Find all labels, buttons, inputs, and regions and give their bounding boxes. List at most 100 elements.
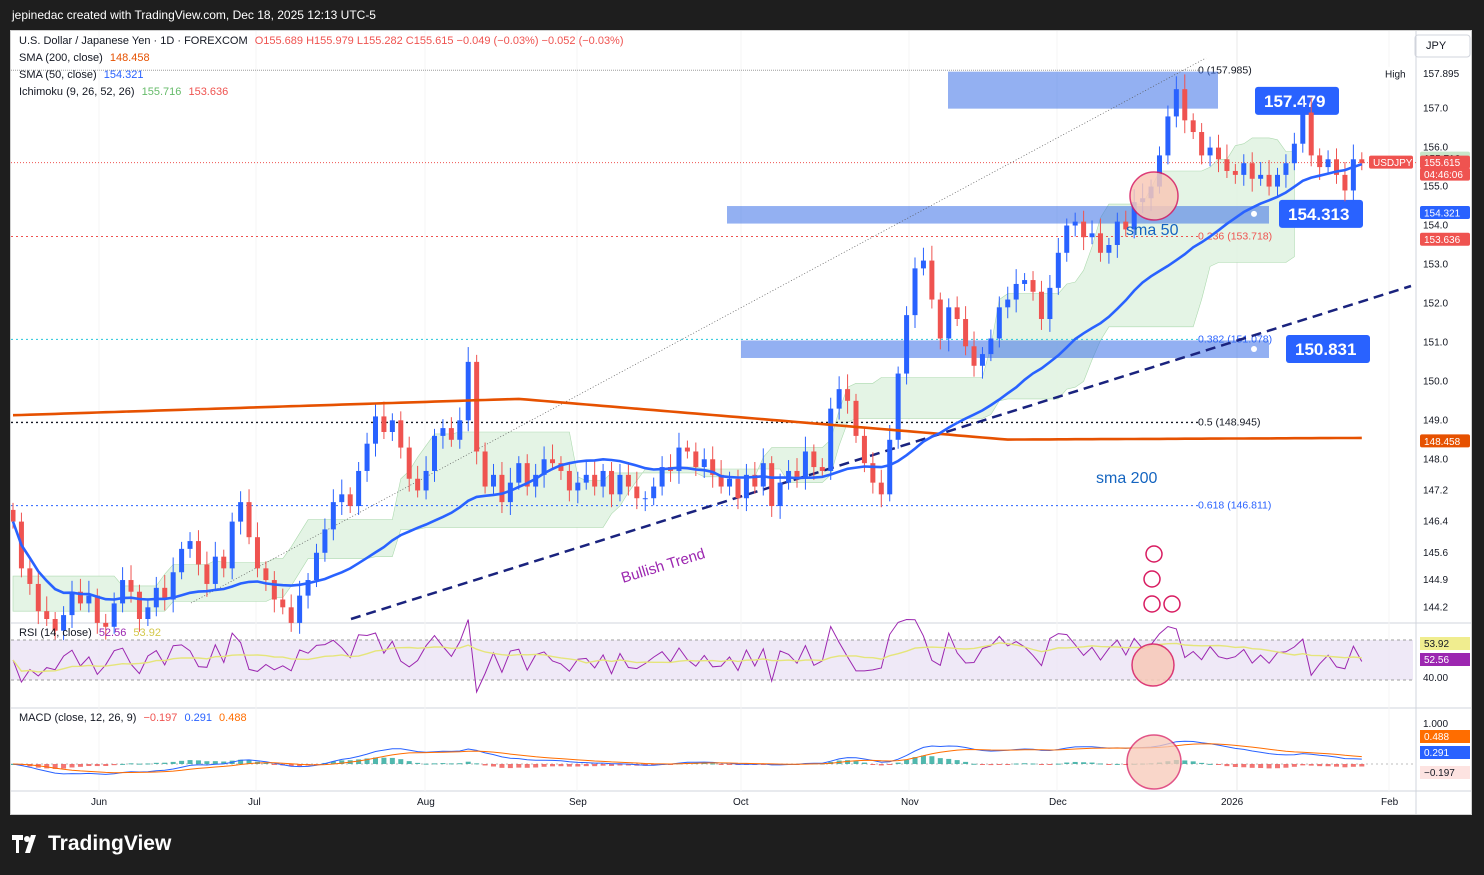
bullish-trendline <box>350 284 1412 621</box>
price-tag-label: USDJPY <box>1373 158 1413 169</box>
macd-hist-bar <box>979 764 985 765</box>
y-tick-label: 153.0 <box>1423 259 1448 270</box>
candle <box>1038 280 1044 330</box>
y-tick-label: 157.895 <box>1423 69 1460 80</box>
candle-body <box>651 486 657 499</box>
macd-hist-bar <box>339 760 345 764</box>
macd-hist-bar <box>204 761 210 764</box>
macd-hist-bar <box>701 763 707 765</box>
candle <box>861 426 867 473</box>
candle <box>1030 271 1036 301</box>
macd-hist-bar <box>1350 764 1356 767</box>
rsi-ma-tag-label: 53.92 <box>1424 639 1449 650</box>
bullish-trend-label: Bullish Trend <box>619 545 707 587</box>
macd-hist-bar <box>727 764 733 765</box>
macd-hist-bar <box>297 764 303 767</box>
x-tick-label: Oct <box>733 797 749 808</box>
candle-body <box>465 361 471 421</box>
candle-body <box>659 467 665 487</box>
candle <box>828 397 834 480</box>
macd-hist-bar <box>1317 764 1323 767</box>
macd-hist-bar <box>1097 763 1103 765</box>
candle <box>802 436 808 490</box>
candle-body <box>415 478 421 491</box>
candle <box>212 541 218 591</box>
candle <box>145 598 151 627</box>
zone-price-label: 150.831 <box>1295 340 1356 359</box>
candle <box>811 444 817 480</box>
candle-body <box>457 420 463 440</box>
candle-body <box>347 494 353 507</box>
candle <box>465 347 471 432</box>
candle-body <box>946 307 952 339</box>
candle <box>878 469 884 508</box>
candle <box>1055 237 1061 295</box>
macd-hist-bar <box>870 764 876 765</box>
zone-price-box <box>1286 335 1370 364</box>
legend-ichimoku[interactable]: Ichimoku (9, 26, 52, 26) 155.716 153.636 <box>19 86 232 98</box>
candle-body <box>541 459 547 475</box>
legend-sma50[interactable]: SMA (50, close) 154.321 <box>19 69 147 81</box>
candle-body <box>1342 174 1348 191</box>
candle-body <box>878 482 884 495</box>
macd-hist-bar <box>1266 764 1272 769</box>
candle-body <box>600 470 606 487</box>
price-tag-label: High <box>1385 69 1406 80</box>
candle <box>27 557 33 595</box>
macd-hist-bar <box>617 764 623 766</box>
candle <box>406 436 412 492</box>
macd-hist-bar <box>507 764 513 769</box>
candle <box>288 594 294 632</box>
candle-body <box>69 591 75 616</box>
legend-macd[interactable]: MACD (close, 12, 26, 9) −0.197 0.291 0.4… <box>19 712 251 724</box>
legend-title[interactable]: U.S. Dollar / Japanese Yen · 1D · FOREXC… <box>19 35 248 47</box>
candle <box>280 588 286 615</box>
macd-hist-bar <box>389 757 395 764</box>
candle <box>1325 150 1331 175</box>
macd-hist-bar <box>448 763 454 765</box>
candle <box>954 296 960 327</box>
candle <box>845 374 851 414</box>
macd-hist-bar <box>372 757 378 764</box>
macd-hist-bar <box>566 764 572 767</box>
candle-body <box>1334 159 1340 175</box>
candle-body <box>221 556 227 569</box>
candle <box>1022 273 1028 291</box>
candle-body <box>1123 221 1129 230</box>
candle-body <box>583 474 589 483</box>
candle-body <box>229 521 235 569</box>
macd-hist-bar <box>398 759 404 764</box>
candle-body <box>988 338 994 355</box>
macd-hist-bar <box>1072 761 1078 764</box>
legend-sma200[interactable]: SMA (200, close) 148.458 <box>19 52 154 64</box>
chart-canvas[interactable]: 144.2 144.9 145.6 146.4 147.2 148.0 149.0 150.0… <box>11 31 1471 814</box>
candle-body <box>634 486 640 499</box>
macd-hist-bar <box>381 757 387 764</box>
macd-hist-bar <box>86 764 92 767</box>
macd-hist-bar <box>1283 764 1289 768</box>
chart-frame[interactable]: 144.2 144.9 145.6 146.4 147.2 148.0 149.0 150.0… <box>10 30 1472 815</box>
candle <box>836 376 842 420</box>
candle-body <box>777 482 783 507</box>
macd-hist-bar <box>77 764 83 767</box>
legend-rsi[interactable]: RSI (14, close) 52.56 53.92 <box>19 627 165 639</box>
candle <box>1300 99 1306 153</box>
candle-body <box>1005 299 1011 308</box>
candle-body <box>845 389 851 401</box>
candle-body <box>313 552 319 581</box>
candle-body <box>499 474 505 503</box>
macd-hist-bar <box>651 764 657 766</box>
candle <box>61 606 67 642</box>
candle-body <box>52 619 58 631</box>
macd-hist-bar <box>221 761 227 764</box>
price-tag <box>1369 155 1413 169</box>
candle-body <box>372 416 378 444</box>
candle-body <box>288 607 294 623</box>
candle-body <box>1241 163 1247 175</box>
fib-level-label: 0.5 (148.945) <box>1198 416 1260 428</box>
macd-hist-bar <box>1089 762 1095 764</box>
price-tag-label: 04:46:06 <box>1424 170 1463 181</box>
candle-body <box>1182 89 1188 121</box>
candle-body <box>238 502 244 522</box>
fib-level-label: 0.618 (146.811) <box>1198 500 1271 512</box>
